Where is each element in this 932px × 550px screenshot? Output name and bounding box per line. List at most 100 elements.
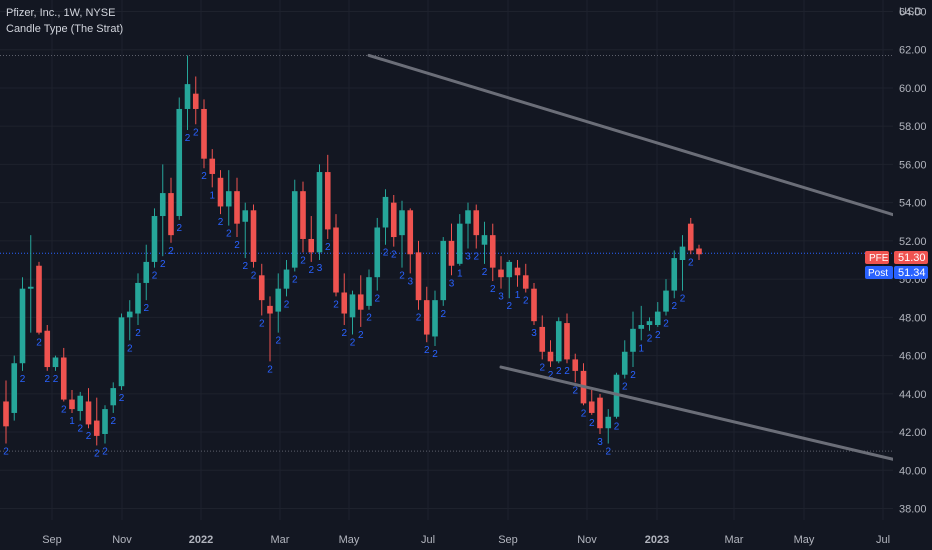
strat-label: 2	[53, 374, 59, 385]
strat-label: 2	[440, 309, 446, 320]
candle-body	[564, 323, 570, 360]
strat-label: 2	[308, 265, 314, 276]
strat-label: 2	[589, 418, 595, 429]
price-tick-label: 46.00	[899, 351, 927, 363]
pfe-badge-label: PFE	[869, 253, 889, 264]
candle-body	[192, 93, 199, 109]
strat-label: 3	[498, 292, 504, 303]
candle-body	[291, 191, 298, 268]
strat-label: 2	[473, 252, 479, 263]
time-tick-label: Mar	[725, 534, 744, 546]
candles	[3, 55, 702, 446]
strat-label: 3	[449, 278, 455, 289]
time-tick-label: Sep	[498, 534, 518, 546]
strat-label: 2	[61, 404, 67, 415]
pfe-badge-value: 51.30	[898, 252, 926, 264]
strat-label: 2	[251, 271, 257, 282]
strat-label: 2	[383, 248, 389, 259]
strat-label: 1	[515, 290, 521, 301]
candle-body	[118, 317, 125, 387]
price-tick-label: 54.00	[899, 198, 927, 210]
candle-body	[209, 158, 216, 174]
time-tick-label: May	[794, 534, 815, 546]
candle-body	[267, 305, 273, 314]
candle-body	[300, 191, 306, 239]
strat-label: 2	[333, 299, 339, 310]
strat-label: 1	[638, 343, 644, 354]
strat-label: 2	[94, 448, 100, 459]
candle-body	[432, 300, 438, 337]
strat-label: 2	[350, 338, 356, 349]
strat-label: 1	[209, 190, 215, 201]
strat-label: 2	[680, 294, 686, 305]
strat-label: 2	[548, 370, 554, 381]
candle-body	[522, 275, 529, 289]
candle-body	[448, 240, 455, 266]
strat-label: 2	[185, 133, 191, 144]
strat-label: 2	[688, 257, 694, 268]
strat-label: 2	[119, 393, 125, 404]
candle-body	[308, 238, 315, 253]
indicator-title[interactable]: Candle Type (The Strat)	[6, 23, 124, 35]
candle-body	[225, 191, 232, 207]
strat-label: 2	[135, 328, 141, 339]
strat-label: 2	[143, 303, 149, 314]
strat-label: 2	[86, 431, 92, 442]
candle-body	[27, 286, 34, 289]
candle-body	[390, 202, 397, 238]
candle-body	[630, 328, 636, 352]
strat-label: 2	[432, 349, 438, 360]
candle-body	[638, 325, 645, 329]
candle-body	[539, 326, 546, 352]
chart-legend[interactable]: Pfizer, Inc., 1W, NYSE Candle Type (The …	[6, 5, 123, 37]
trendlines[interactable]	[367, 53, 932, 495]
candle-body	[498, 269, 504, 278]
strat-label: 2	[110, 416, 116, 427]
strat-label: 2	[160, 259, 166, 270]
time-tick-label: 2023	[645, 534, 669, 546]
strat-label: 2	[490, 284, 496, 295]
candle-body	[555, 321, 562, 362]
strat-label: 2	[556, 366, 562, 377]
candle-body	[473, 210, 480, 236]
candle-body	[407, 210, 414, 255]
candle-body	[324, 172, 331, 230]
strat-label: 2	[671, 301, 677, 312]
strat-label: 2	[168, 246, 174, 257]
candle-body	[143, 261, 150, 283]
strat-label: 2	[20, 374, 26, 385]
time-tick-label: 2022	[189, 534, 213, 546]
candle-body	[366, 277, 372, 306]
candle-body	[382, 196, 389, 228]
candle-body	[135, 282, 141, 314]
pfe-badge-label-bg	[865, 251, 889, 264]
candle-body	[572, 359, 579, 371]
strat-label: 2	[424, 345, 430, 356]
time-tick-label: Mar	[271, 534, 290, 546]
strat-label: 2	[416, 313, 422, 324]
candle-body	[440, 240, 447, 301]
candle-body	[465, 210, 471, 224]
strat-label: 2	[275, 336, 281, 347]
candle-body	[696, 248, 702, 255]
symbol-title[interactable]: Pfizer, Inc., 1W, NYSE	[6, 7, 116, 19]
candle-body	[597, 397, 603, 429]
time-tick-label: Jul	[421, 534, 435, 546]
candle-body	[333, 227, 339, 293]
strat-label: 2	[647, 334, 653, 345]
time-tick-label: Nov	[112, 534, 132, 546]
candle-body	[489, 235, 496, 268]
candle-body	[234, 191, 240, 224]
strat-label: 2	[242, 261, 248, 272]
candle-body	[258, 275, 265, 301]
candle-body	[36, 265, 42, 333]
trendline	[367, 53, 932, 229]
grid-lines	[0, 0, 893, 520]
candle-body	[201, 108, 207, 159]
price-tick-label: 58.00	[899, 121, 927, 133]
strat-label: 2	[152, 271, 158, 282]
time-tick-label: Sep	[42, 534, 62, 546]
candle-body	[621, 351, 628, 375]
